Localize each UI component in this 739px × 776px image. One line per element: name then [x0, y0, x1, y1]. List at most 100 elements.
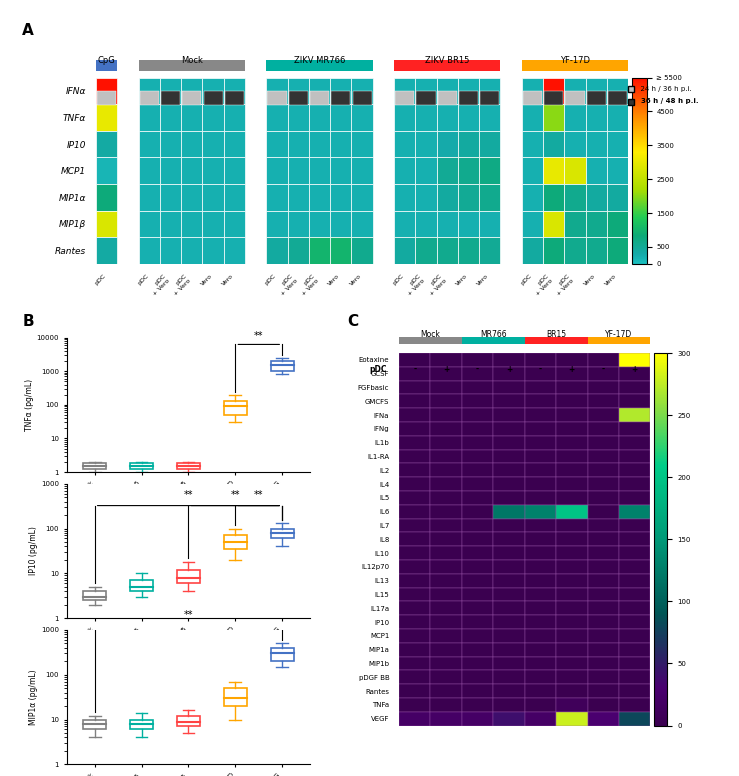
- Bar: [588, 353, 619, 367]
- Bar: [203, 92, 222, 106]
- Text: CpG: CpG: [98, 56, 115, 64]
- Bar: [462, 643, 494, 656]
- Bar: [160, 237, 181, 264]
- Bar: [544, 92, 563, 106]
- Bar: [462, 408, 494, 422]
- Bar: [588, 449, 619, 463]
- Bar: [139, 237, 160, 264]
- Bar: [352, 210, 372, 237]
- Bar: [266, 60, 372, 71]
- Bar: [399, 601, 431, 615]
- Bar: [522, 158, 543, 184]
- Bar: [619, 670, 650, 684]
- Bar: [462, 477, 494, 491]
- Bar: [588, 463, 619, 477]
- Bar: [139, 158, 160, 184]
- Bar: [588, 477, 619, 491]
- Bar: [224, 210, 245, 237]
- Bar: [181, 78, 202, 104]
- Bar: [130, 719, 153, 729]
- Bar: [494, 422, 525, 436]
- Text: -: -: [602, 365, 605, 374]
- Bar: [585, 237, 607, 264]
- Text: BR15: BR15: [546, 331, 566, 339]
- Bar: [462, 338, 525, 344]
- Text: +: +: [632, 365, 638, 374]
- Bar: [431, 712, 462, 726]
- Bar: [494, 656, 525, 670]
- Bar: [462, 367, 494, 381]
- Bar: [458, 210, 479, 237]
- Bar: [588, 587, 619, 601]
- Bar: [588, 505, 619, 518]
- Bar: [139, 184, 160, 210]
- Text: +: +: [569, 365, 575, 374]
- Bar: [399, 394, 431, 408]
- Text: B: B: [22, 314, 34, 329]
- Bar: [494, 449, 525, 463]
- Text: **: **: [231, 490, 240, 501]
- Bar: [525, 436, 556, 449]
- Bar: [494, 629, 525, 643]
- Bar: [619, 436, 650, 449]
- Bar: [431, 477, 462, 491]
- Bar: [416, 92, 435, 106]
- Y-axis label: MIP1α (pg/mL): MIP1α (pg/mL): [29, 669, 38, 725]
- Bar: [415, 104, 437, 131]
- Bar: [619, 477, 650, 491]
- Bar: [462, 573, 494, 587]
- Bar: [96, 237, 118, 264]
- Bar: [607, 210, 628, 237]
- Bar: [431, 463, 462, 477]
- Bar: [266, 78, 287, 104]
- Bar: [556, 573, 588, 587]
- Bar: [494, 394, 525, 408]
- Bar: [556, 601, 588, 615]
- Bar: [266, 131, 287, 158]
- Bar: [399, 477, 431, 491]
- Bar: [619, 532, 650, 546]
- Bar: [588, 684, 619, 698]
- Bar: [309, 184, 330, 210]
- Bar: [431, 615, 462, 629]
- Bar: [522, 104, 543, 131]
- Bar: [431, 353, 462, 367]
- Bar: [525, 491, 556, 505]
- Bar: [525, 601, 556, 615]
- Bar: [556, 698, 588, 712]
- Bar: [352, 184, 372, 210]
- Bar: [556, 712, 588, 726]
- Bar: [619, 656, 650, 670]
- Bar: [543, 78, 565, 104]
- Bar: [585, 158, 607, 184]
- Bar: [96, 210, 118, 237]
- Bar: [399, 670, 431, 684]
- Bar: [619, 367, 650, 381]
- Bar: [431, 601, 462, 615]
- Bar: [585, 131, 607, 158]
- Bar: [431, 670, 462, 684]
- Bar: [266, 210, 287, 237]
- Bar: [522, 184, 543, 210]
- Bar: [431, 381, 462, 394]
- Bar: [619, 601, 650, 615]
- Bar: [309, 78, 330, 104]
- Bar: [619, 353, 650, 367]
- Bar: [525, 353, 556, 367]
- Bar: [160, 104, 181, 131]
- Bar: [462, 436, 494, 449]
- Bar: [431, 560, 462, 573]
- Bar: [556, 684, 588, 698]
- Bar: [462, 394, 494, 408]
- Bar: [556, 449, 588, 463]
- Bar: [462, 670, 494, 684]
- Bar: [494, 712, 525, 726]
- Bar: [556, 615, 588, 629]
- Bar: [270, 648, 294, 661]
- Bar: [588, 518, 619, 532]
- Bar: [399, 698, 431, 712]
- Bar: [619, 698, 650, 712]
- Text: A: A: [22, 23, 34, 38]
- Bar: [394, 60, 500, 71]
- Bar: [181, 131, 202, 158]
